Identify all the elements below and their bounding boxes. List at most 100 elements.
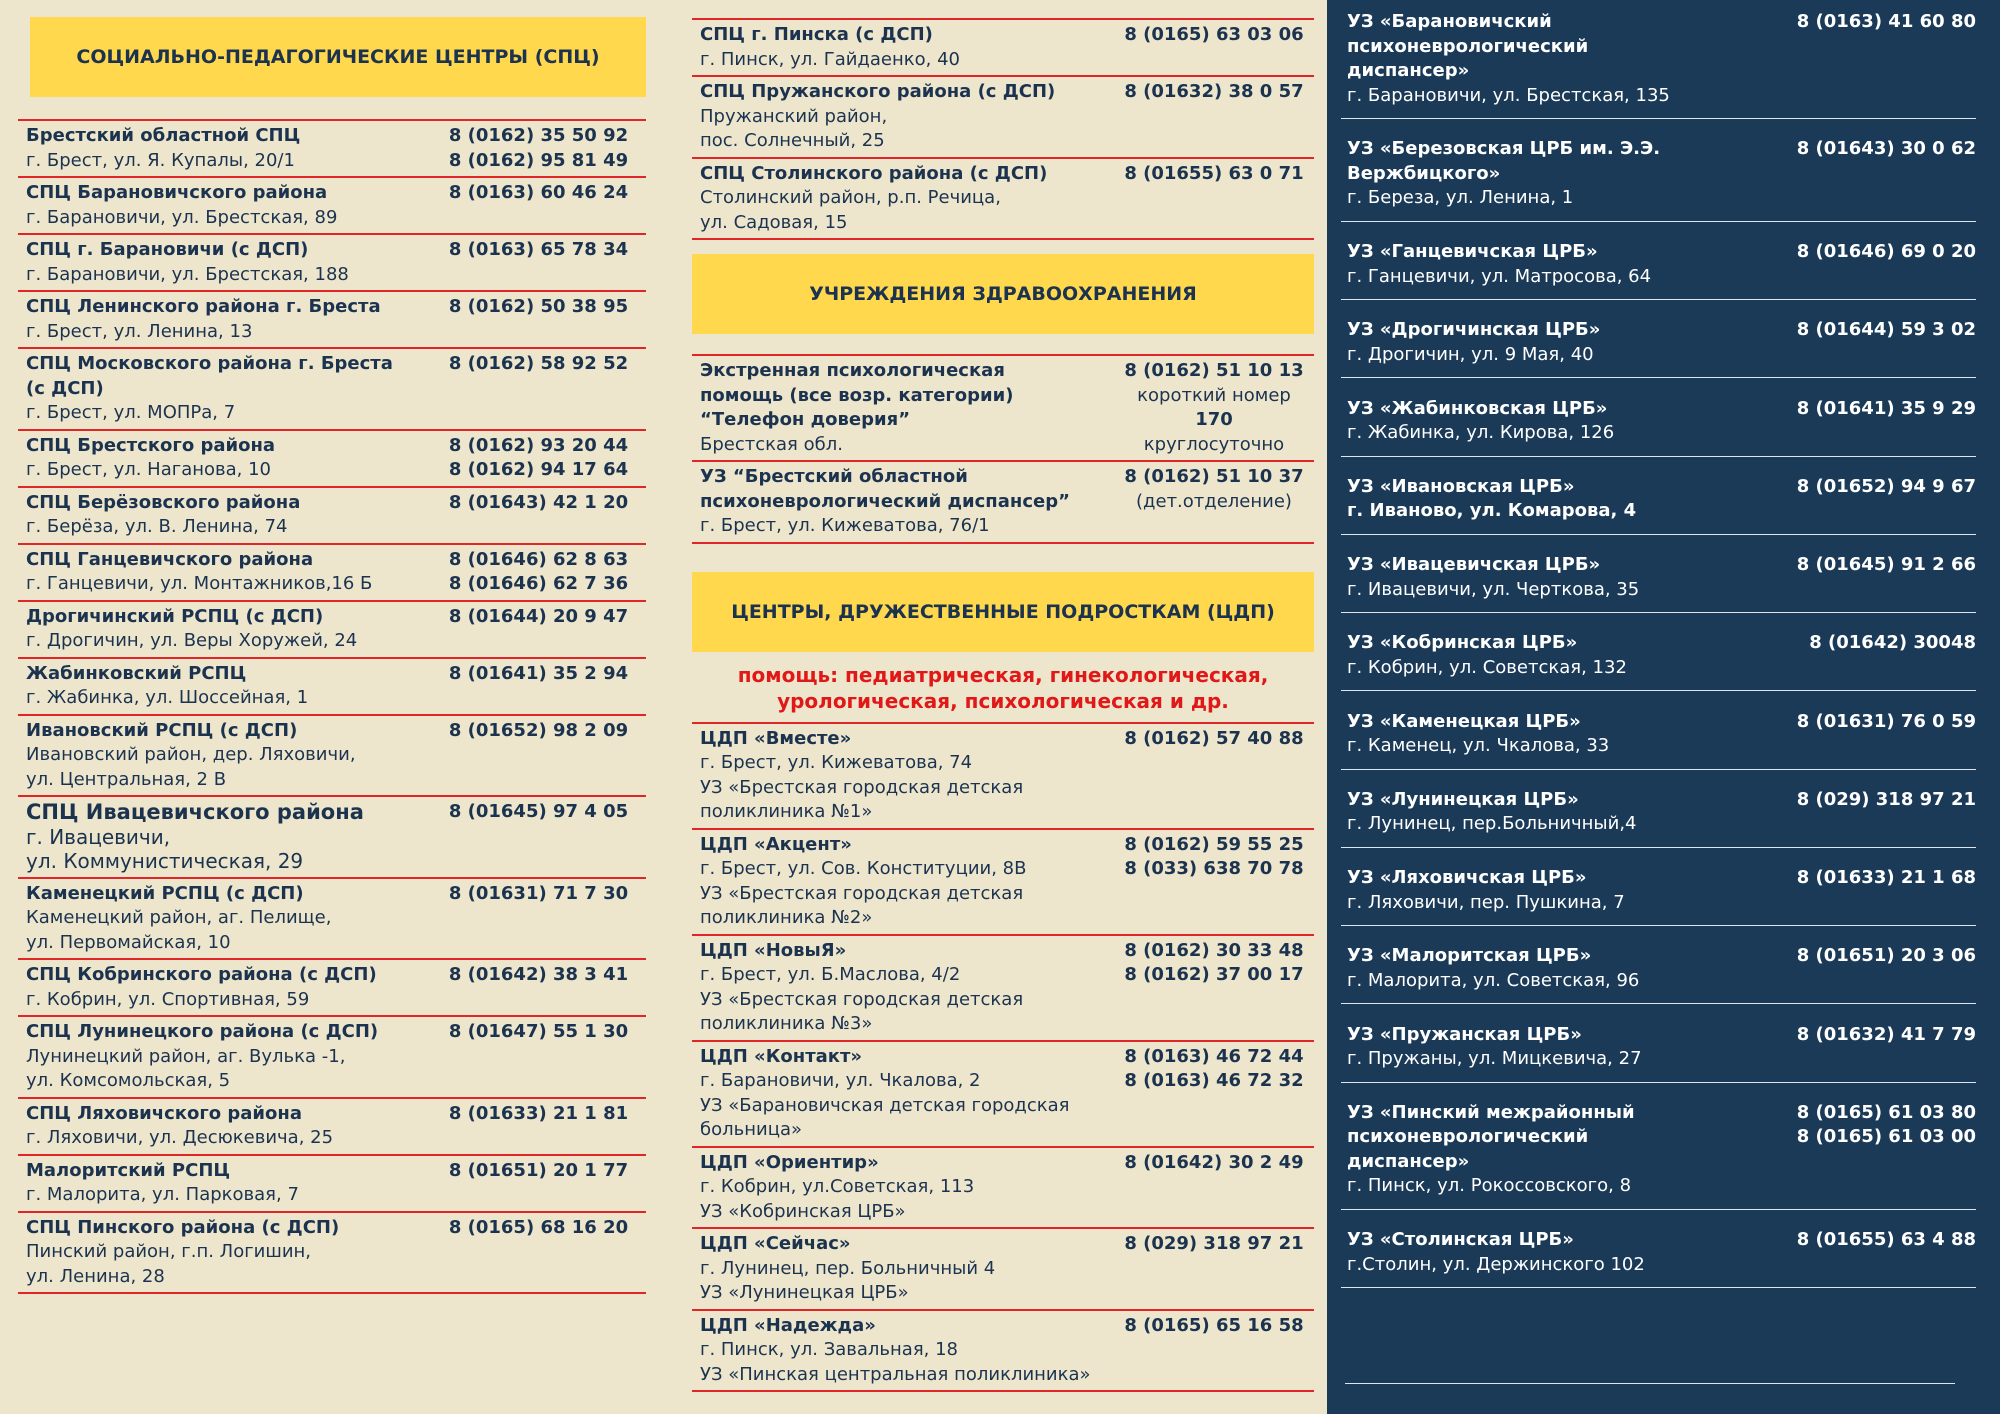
name-line: психоневрологический диспансер” <box>700 490 1070 512</box>
entry-name: УЗ «Ганцевичская ЦРБ» <box>1347 240 1766 265</box>
note-line: помощь: педиатрическая, гинекологическая… <box>737 662 1269 687</box>
entry: СПЦ Пружанского района (с ДСП) Пружанский… <box>692 77 1314 159</box>
address-line: г. Жабинка, ул. Шоссейная, 1 <box>26 687 309 708</box>
phone: 8 (0165) 61 03 80 <box>1796 1101 1976 1123</box>
phone: 8 (01643) 30 0 62 <box>1796 138 1976 160</box>
entry-name: СПЦ Брестского района <box>26 434 431 459</box>
entry: УЗ «Ганцевичская ЦРБ» г. Ганцевичи, ул. М… <box>1341 238 1976 300</box>
entry-phones: 8 (01651) 20 3 06 <box>1766 944 1976 993</box>
entry-phones: 8 (01631) 76 0 59 <box>1766 710 1976 759</box>
name-line: Экстренная психологическая <box>700 360 1005 381</box>
column-middle: СПЦ г. Пинска (с ДСП) г. Пинск, ул. Гайда… <box>692 0 1314 1414</box>
phone: 8 (0165) 65 16 58 <box>1124 1314 1304 1336</box>
entry-text: УЗ «Малоритская ЦРБ» г. Малорита, ул. Сов… <box>1347 944 1766 993</box>
entry-phones: 8 (01632) 38 0 57 <box>1114 80 1314 154</box>
entry-phones: 8 (01655) 63 0 71 <box>1114 162 1314 236</box>
entry-text: Каменецкий РСПЦ (с ДСП) Каменецкий район,… <box>26 882 431 956</box>
entry-text: УЗ «Дрогичинская ЦРБ» г. Дрогичин, ул. 9 … <box>1347 318 1766 367</box>
entry: ЦДП «Акцент» г. Брест, ул. Сов. Конституц… <box>692 830 1314 936</box>
entry: СПЦ г. Пинска (с ДСП) г. Пинск, ул. Гайда… <box>692 18 1314 77</box>
entry-address: г. Брест, ул. Кижеватова, 74 УЗ «Брестска… <box>700 751 1114 825</box>
name-line: СПЦ Берёзовского района <box>26 491 301 513</box>
phone: 8 (0165) 61 03 00 <box>1796 1126 1976 1148</box>
address-line: г. Брест, ул. Кижеватова, 76/1 <box>700 515 990 536</box>
entry-name: УЗ «Дрогичинская ЦРБ» <box>1347 318 1766 343</box>
phone: 8 (0162) 50 38 95 <box>448 296 629 317</box>
entry-text: СПЦ Пинского района (с ДСП) Пинский район… <box>26 1216 431 1290</box>
entry-phones: 8 (01647) 55 1 30 <box>431 1020 646 1094</box>
phone: 8 (01652) 98 2 09 <box>448 719 629 741</box>
entry-text: УЗ «Ляховичская ЦРБ» г. Ляховичи, пер. Пу… <box>1347 866 1766 915</box>
phone: 8 (01632) 41 7 79 <box>1796 1023 1976 1045</box>
entry-text: ЦДП «Вместе» г. Брест, ул. Кижеватова, 74… <box>700 727 1114 825</box>
name-line: СПЦ Лунинецкого района (с ДСП) <box>26 1021 379 1042</box>
address-line: г. Ганцевичи, ул. Монтажников,16 Б <box>26 573 373 594</box>
phone: 8 (0165) 68 16 20 <box>448 1216 629 1238</box>
address-line: ул. Первомайская, 10 <box>26 931 231 953</box>
entry-text: СПЦ Брестского района г. Брест, ул. Наган… <box>26 434 431 483</box>
phone: 8 (01655) 63 0 71 <box>1124 162 1304 184</box>
entry-name: ЦДП «Вместе» <box>700 727 1114 752</box>
name-line: УЗ «Барановичский <box>1347 11 1552 32</box>
entry: УЗ «Лунинецкая ЦРБ» г. Лунинец, пер.Больн… <box>1341 786 1976 848</box>
name-line: СПЦ Барановичского района <box>26 182 328 203</box>
address-line: г. Иваново, ул. Комарова, 4 <box>1347 500 1637 522</box>
entry-phones: 8 (0165) 63 03 06 <box>1114 23 1314 72</box>
entry-name: СПЦ Барановичского района <box>26 181 431 206</box>
entry: УЗ «Каменецкая ЦРБ» г. Каменец, ул. Чкало… <box>1341 708 1976 770</box>
entry-phones: 8 (0162) 35 50 92 8 (0162) 95 81 49 <box>431 124 646 173</box>
entry-list: ЦДП «Вместе» г. Брест, ул. Кижеватова, 74… <box>692 721 1314 1392</box>
phone: 8 (033) 638 70 78 <box>1124 858 1304 879</box>
entry-address: г. Малорита, ул. Парковая, 7 <box>26 1183 431 1208</box>
entry-text: УЗ «Ивацевичская ЦРБ» г. Ивацевичи, ул. Ч… <box>1347 553 1766 602</box>
entry-address: г. Малорита, ул. Советская, 96 <box>1347 969 1766 994</box>
entry-phones: 8 (029) 318 97 21 <box>1766 788 1976 837</box>
address-line: г. Брест, ул. МОПРа, 7 <box>26 402 236 423</box>
address-line: Пружанский район, <box>700 105 888 127</box>
phone: 8 (01655) 63 4 88 <box>1796 1229 1976 1250</box>
entry-address: г. Брест, ул. Я. Купалы, 20/1 <box>26 149 431 174</box>
name-line: Каменецкий РСПЦ (с ДСП) <box>26 882 304 904</box>
entry-address: г. Кобрин, ул.Советская, 113 УЗ «Кобринск… <box>700 1175 1114 1224</box>
entry-address: г. Ганцевичи, ул. Матросова, 64 <box>1347 265 1766 290</box>
entry: Ивановский РСПЦ (с ДСП) Ивановский район,… <box>18 716 646 797</box>
address-line: г. Пинск, ул. Завальная, 18 <box>700 1339 959 1360</box>
entry-text: Экстренная психологическая помощь (все во… <box>700 359 1114 457</box>
entry-text: УЗ «Пинский межрайонный психоневрологичес… <box>1347 1101 1766 1199</box>
name-line: Малоритский РСПЦ <box>26 1159 231 1181</box>
entry-name: ЦДП «Ориентир» <box>700 1151 1114 1176</box>
note-line: урологическая, психологическая и др. <box>777 688 1229 713</box>
phone: 8 (01631) 76 0 59 <box>1796 710 1976 732</box>
entry-name: СПЦ Кобринского района (с ДСП) <box>26 963 431 988</box>
phone: 8 (0163) 41 60 80 <box>1796 11 1976 32</box>
name-line: УЗ «Ивановская ЦРБ» <box>1347 475 1575 497</box>
address-line: г. Брест, ул. Наганова, 10 <box>26 459 271 480</box>
entry-address: г. Барановичи, ул. Чкалова, 2 УЗ «Баранов… <box>700 1069 1114 1143</box>
address-line: г. Дрогичин, ул. 9 Мая, 40 <box>1347 343 1594 365</box>
address-line: УЗ «Брестская городская детская поликлин… <box>700 988 1024 1035</box>
phone: 8 (01633) 21 1 68 <box>1796 867 1976 888</box>
entry: Брестский областной СПЦ г. Брест, ул. Я. … <box>18 119 646 178</box>
name-line: СПЦ Ивацевичского района <box>26 800 364 824</box>
entry: ЦДП «Ориентир» г. Кобрин, ул.Советская, 1… <box>692 1148 1314 1229</box>
address-line: г. Малорита, ул. Советская, 96 <box>1347 969 1640 991</box>
address-line: г. Каменец, ул. Чкалова, 33 <box>1347 735 1610 756</box>
entry-phones: 8 (029) 318 97 21 <box>1114 1232 1314 1306</box>
address-line: г. Ганцевичи, ул. Матросова, 64 <box>1347 265 1652 287</box>
phone: 8 (01645) 91 2 66 <box>1796 554 1976 575</box>
address-line: г. Брест, ул. Б.Маслова, 4/2 <box>700 964 961 985</box>
entry: УЗ «Ивановская ЦРБ» г. Иваново, ул. Комар… <box>1341 473 1976 535</box>
name-line: психоневрологический <box>1347 1126 1589 1148</box>
entry: УЗ «Березовская ЦРБ им. Э.Э. Вержбицкого… <box>1341 135 1976 222</box>
entry-address: Лунинецкий район, аг. Вулька -1, ул. Комс… <box>26 1045 431 1094</box>
name-line: УЗ «Пинский межрайонный <box>1347 1101 1635 1123</box>
entry-phones: 8 (01642) 30048 <box>1766 631 1976 680</box>
entry-phones: 8 (0162) 57 40 88 <box>1114 727 1314 825</box>
entry-name: Ивановский РСПЦ (с ДСП) <box>26 719 431 744</box>
section-header: СОЦИАЛЬНО-ПЕДАГОГИЧЕСКИЕ ЦЕНТРЫ (СПЦ) <box>30 17 646 97</box>
entry-address: г. Ляховичи, ул. Десюкевича, 25 <box>26 1126 431 1151</box>
entry: ЦДП «Сейчас» г. Лунинец, пер. Больничный … <box>692 1229 1314 1311</box>
address-line: УЗ «Кобринская ЦРБ» <box>700 1200 906 1222</box>
phone: 8 (01642) 38 3 41 <box>448 964 629 985</box>
entry-address: г. Ганцевичи, ул. Монтажников,16 Б <box>26 572 431 597</box>
